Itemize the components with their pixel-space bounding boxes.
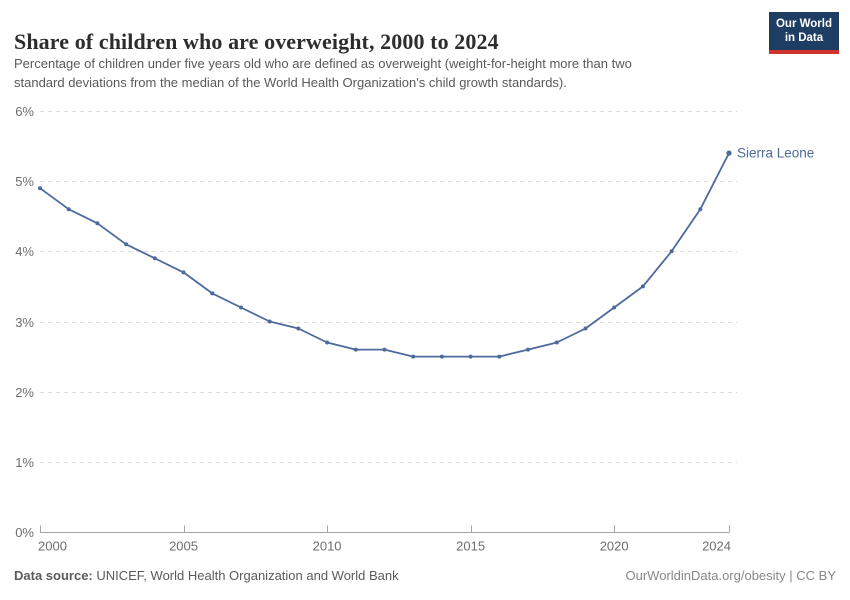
data-source-label: Data source:	[14, 568, 93, 583]
y-axis-tick-label: 4%	[15, 244, 34, 259]
data-point-2017[interactable]	[526, 347, 530, 352]
data-point-2011[interactable]	[353, 347, 358, 352]
page-title: Share of children who are overweight, 20…	[14, 28, 499, 54]
x-axis-tick-label: 2005	[169, 539, 198, 554]
chart-subtitle-line2: standard deviations from the median of t…	[14, 75, 567, 90]
data-line-sierra-leone[interactable]	[39, 152, 730, 358]
x-axis-tick-label: 2024	[702, 539, 731, 554]
data-point-2019[interactable]	[583, 326, 588, 331]
data-source-text: UNICEF, World Health Organization and Wo…	[92, 568, 399, 583]
line-chart: 0% 1% 2% 3% 4% 5% 6% 2000 2005 2010 2015 2020 2024 Si…	[15, 104, 814, 554]
chart-footer: Data source: UNICEF, World Health Organi…	[14, 568, 836, 583]
data-point-2016[interactable]	[497, 354, 502, 359]
y-axis-tick-label: 1%	[15, 455, 34, 470]
owid-logo-line2: in Data	[784, 31, 824, 44]
x-axis-tick-label: 2015	[456, 539, 485, 554]
data-point-2009[interactable]	[296, 326, 301, 331]
data-point-2010[interactable]	[325, 340, 330, 345]
data-point-2024[interactable]	[726, 150, 732, 156]
y-axis-tick-label: 0%	[15, 525, 34, 540]
series-label-sierra-leone[interactable]: Sierra Leone	[737, 146, 814, 161]
data-point-2022[interactable]	[669, 249, 674, 254]
owid-logo[interactable]: Our World in Data	[768, 12, 839, 54]
data-point-2005[interactable]	[181, 270, 186, 275]
data-point-2004[interactable]	[152, 256, 157, 261]
x-axis-tick-label: 2020	[600, 539, 629, 554]
data-point-2021[interactable]	[640, 284, 645, 289]
chart-subtitle: Percentage of children under five years …	[14, 54, 632, 92]
credit-link[interactable]: OurWorldinData.org/obesity | CC BY	[625, 568, 837, 583]
data-point-2012[interactable]	[382, 347, 387, 352]
data-source-note: Data source: UNICEF, World Health Organi…	[14, 568, 399, 583]
owid-logo-line1: Our World	[775, 18, 832, 30]
data-point-2008[interactable]	[267, 319, 272, 324]
chart-subtitle-line1: Percentage of children under five years …	[14, 56, 632, 71]
data-point-2000[interactable]	[38, 186, 42, 191]
data-point-2002[interactable]	[95, 221, 100, 226]
y-axis-tick-label: 2%	[15, 385, 34, 400]
data-point-2023[interactable]	[698, 207, 703, 212]
data-point-2018[interactable]	[554, 340, 559, 345]
x-axis-tick-label: 2000	[38, 539, 67, 554]
y-axis-tick-label: 3%	[15, 315, 34, 330]
data-point-2015[interactable]	[468, 354, 473, 359]
data-point-2007[interactable]	[239, 305, 243, 310]
y-axis-tick-label: 6%	[15, 104, 34, 119]
data-point-2006[interactable]	[210, 291, 215, 296]
x-axis-tick-label: 2010	[313, 539, 342, 554]
data-point-2001[interactable]	[66, 207, 71, 212]
y-axis-tick-label: 5%	[15, 174, 34, 189]
data-point-2020[interactable]	[612, 305, 617, 310]
data-point-2013[interactable]	[411, 354, 416, 359]
data-point-2014[interactable]	[439, 354, 444, 359]
data-point-2003[interactable]	[124, 242, 129, 247]
